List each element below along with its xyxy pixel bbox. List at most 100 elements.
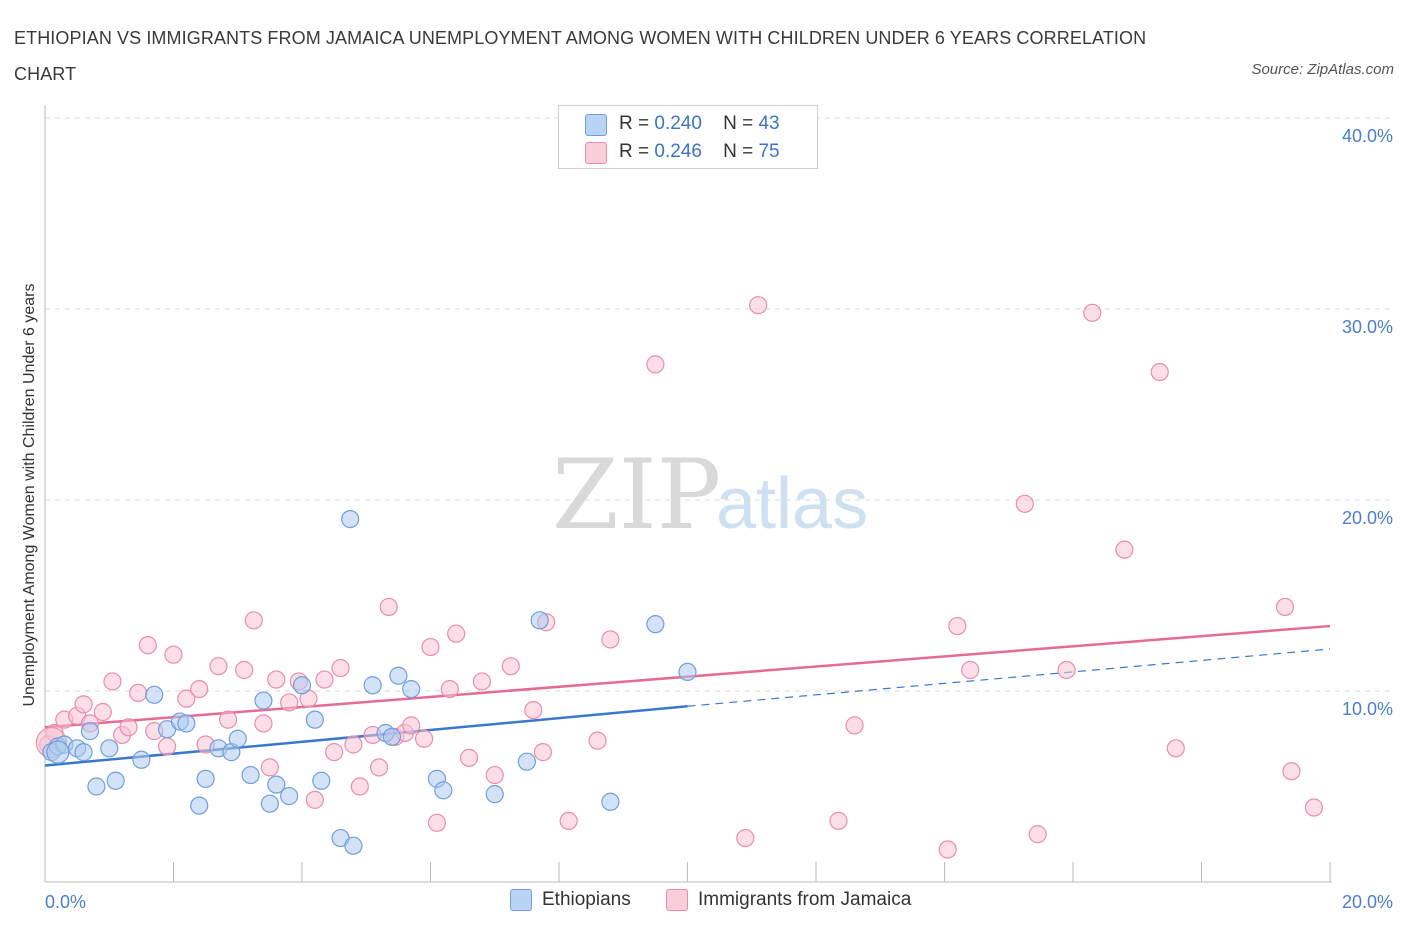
- jamaica-point: [379, 597, 398, 617]
- ethiopians-cluster-point: [46, 740, 70, 764]
- jamaica-point: [749, 296, 768, 315]
- ethiopians-point: [280, 786, 299, 806]
- jamaica-point: [447, 624, 466, 643]
- jamaica-point: [1057, 660, 1076, 680]
- ethiopians-point: [106, 771, 125, 790]
- jamaica-point: [1150, 362, 1169, 382]
- legend-r-value: 0.246: [654, 141, 702, 162]
- bottom-legend-swatch-jamaica: [666, 889, 688, 911]
- legend-r-label: R =: [619, 113, 650, 134]
- ethiopians-point: [382, 727, 402, 746]
- ethiopians-point: [312, 771, 331, 790]
- y-tick-label-3: 40.0%: [1342, 126, 1393, 146]
- x-tick-label-0: 0.0%: [45, 892, 86, 912]
- ethiopians-point: [434, 781, 453, 800]
- jamaica-point: [209, 657, 228, 676]
- jamaica-point: [414, 729, 434, 748]
- jamaica-point: [524, 700, 543, 720]
- jamaica-point: [74, 695, 93, 714]
- jamaica-point: [533, 743, 553, 762]
- series-ethiopians-points: [42, 509, 697, 855]
- chart-title: ETHIOPIAN VS IMMIGRANTS FROM JAMAICA UNE…: [14, 28, 1147, 84]
- jamaica-point: [1282, 762, 1301, 781]
- ethiopians-point: [100, 739, 119, 758]
- jamaica-point: [472, 672, 491, 691]
- bottom-legend-label-jamaica: Immigrants from Jamaica: [698, 889, 912, 910]
- jamaica-point: [177, 689, 196, 708]
- ethiopians-point: [305, 710, 324, 729]
- bottom-legend-jamaica: Immigrants from Jamaica: [666, 889, 911, 913]
- ethiopians-point: [74, 743, 93, 762]
- legend-swatch-jamaica: [585, 142, 607, 164]
- jamaica-point: [1304, 798, 1324, 817]
- jamaica-point: [559, 811, 578, 830]
- jamaica-point: [235, 660, 254, 680]
- jamaica-point: [138, 636, 157, 655]
- series-jamaica-points: [35, 296, 1324, 859]
- jamaica-point: [344, 735, 363, 754]
- jamaica-point: [1115, 540, 1134, 559]
- jamaica-point: [845, 716, 864, 735]
- ethiopians-point: [485, 785, 504, 804]
- ethiopians-point: [254, 691, 273, 710]
- gridlines: [45, 117, 1395, 692]
- ethiopians-trend-extension: [687, 648, 1331, 707]
- jamaica-point: [305, 790, 324, 809]
- jamaica-point: [1166, 739, 1185, 758]
- jamaica-point: [829, 811, 848, 830]
- ethiopians-point: [132, 750, 151, 769]
- source-label: Source: ZipAtlas.com: [1251, 61, 1394, 78]
- jamaica-point: [588, 731, 607, 750]
- jamaica-point: [129, 683, 148, 703]
- jamaica-point: [119, 718, 138, 737]
- watermark-atlas: atlas: [716, 464, 868, 544]
- jamaica-point: [440, 679, 459, 699]
- jamaica-point: [1028, 825, 1047, 844]
- jamaica-point: [315, 670, 334, 689]
- legend-n-label: N =: [723, 141, 754, 162]
- legend-n-label: N =: [723, 113, 754, 134]
- ethiopians-point: [517, 752, 536, 771]
- jamaica-point: [736, 828, 755, 848]
- jamaica-point: [254, 714, 273, 733]
- watermark: ZIP atlas: [552, 439, 868, 551]
- jamaica-point: [421, 637, 440, 657]
- jamaica-point: [427, 813, 447, 832]
- ethiopians-point: [260, 794, 279, 813]
- ethiopians-point: [241, 765, 260, 785]
- ethiopians-point: [341, 509, 360, 529]
- ethiopians-point: [177, 714, 196, 733]
- jamaica-point: [485, 765, 504, 785]
- jamaica-point: [646, 355, 665, 374]
- legend-r-label: R =: [619, 141, 650, 162]
- ethiopians-point: [196, 769, 215, 788]
- jamaica-point: [1015, 494, 1034, 513]
- ethiopians-point: [530, 611, 549, 630]
- ethiopians-point: [389, 666, 408, 685]
- y-tick-label-0: 10.0%: [1342, 699, 1393, 719]
- jamaica-point: [1275, 597, 1295, 617]
- ethiopians-point: [292, 676, 312, 695]
- legend-text-jamaica: R = 0.246 N = 75: [619, 141, 780, 163]
- ethiopians-point: [145, 685, 164, 704]
- legend-n-value: 75: [758, 141, 780, 162]
- jamaica-point: [402, 716, 421, 735]
- y-tick-label-1: 20.0%: [1342, 508, 1393, 528]
- y-tick-labels: 10.0% 20.0% 30.0% 40.0%: [1342, 126, 1393, 719]
- ethiopians-point: [87, 777, 106, 796]
- legend-text-ethiopians: R = 0.240 N = 43: [619, 113, 780, 135]
- ethiopians-point: [601, 792, 620, 811]
- jamaica-point: [157, 737, 177, 756]
- jamaica-point: [459, 748, 479, 767]
- legend-n-value: 43: [758, 113, 780, 134]
- y-tick-label-2: 30.0%: [1342, 317, 1393, 337]
- jamaica-point: [1083, 303, 1102, 322]
- jamaica-point: [219, 710, 238, 729]
- jamaica-point: [350, 777, 369, 796]
- ethiopians-point: [190, 796, 209, 815]
- ethiopians-point: [80, 722, 100, 741]
- legend-r-value: 0.240: [654, 113, 702, 134]
- ethiopians-point: [402, 679, 421, 699]
- jamaica-point: [93, 702, 112, 722]
